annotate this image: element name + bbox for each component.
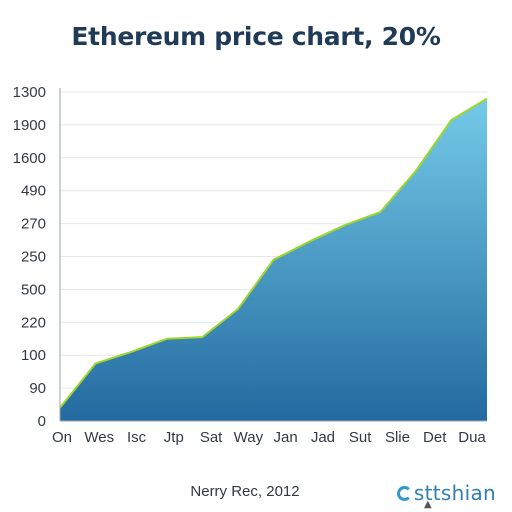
chart-title: Ethereum price chart, 20% [71,22,441,51]
x-axis-ticks: On Wes Isc Jtp Sat Way Jan Jad Sut Slie Det Dua [52,429,486,446]
y-axis-ticks: 0 90 100 220 500 250 270 490 1600 1900 1300 [13,84,46,430]
chart-caption: Nerry Rec, 2012 [190,483,300,500]
y-tick-label: 490 [21,183,46,200]
y-tick-label: 270 [21,216,46,233]
y-tick-label: 90 [29,380,46,397]
x-tick-label: Sut [349,429,372,446]
x-tick-label: Det [423,429,447,446]
axes [59,88,487,422]
x-tick-label: Way [234,429,264,446]
brand-name: sttshian [413,481,496,505]
y-tick-label: 0 [38,413,46,430]
x-tick-label: Wes [84,429,114,446]
circle-e-logo-icon [396,485,412,501]
y-tick-label: 500 [21,281,46,298]
x-tick-label: Isc [127,429,147,446]
y-tick-label: 220 [21,314,46,331]
x-tick-label: Sat [200,429,223,446]
y-tick-label: 100 [21,347,46,364]
x-tick-label: Jan [274,429,298,446]
x-tick-label: Slie [385,429,410,446]
y-tick-label: 1900 [13,117,46,134]
caret-icon: ▲ [424,499,432,510]
brand-logo: sttshian ▲ [396,481,496,510]
x-tick-label: On [52,429,72,446]
x-tick-label: Dua [458,429,486,446]
y-tick-label: 1600 [13,150,46,167]
series-area [59,97,488,421]
y-tick-label: 250 [21,249,46,266]
x-tick-label: Jad [311,429,335,446]
x-tick-label: Jtp [164,429,184,446]
y-tick-label: 1300 [13,84,46,101]
